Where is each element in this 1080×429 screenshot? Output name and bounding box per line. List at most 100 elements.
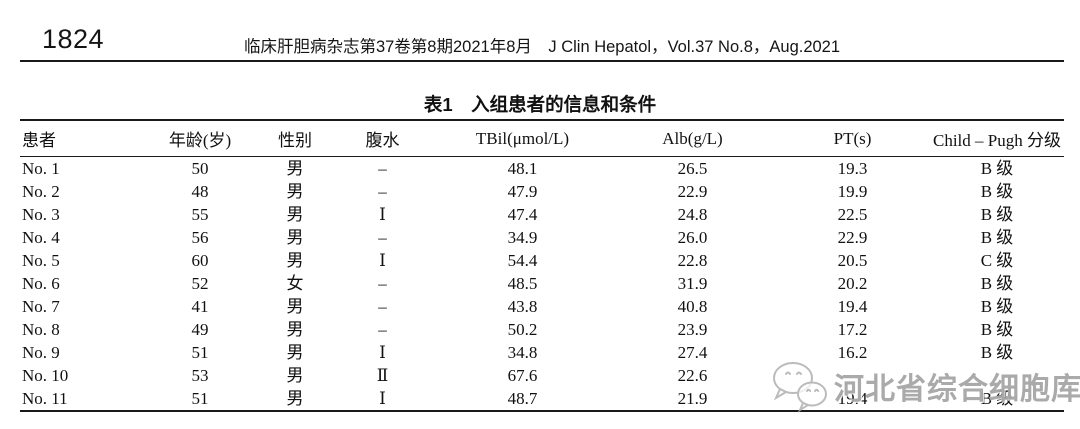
table-cell: 48.7 bbox=[507, 389, 538, 408]
table-cell: No. 11 bbox=[22, 389, 68, 408]
table-cell: 47.9 bbox=[507, 182, 538, 201]
table-row: No. 6 52 女 – 48.5 31.9 20.2 B 级 bbox=[20, 272, 1064, 295]
table-cell: 50 bbox=[191, 159, 209, 178]
table-cell: 51 bbox=[191, 343, 209, 362]
table-cell: Ⅰ bbox=[379, 251, 386, 270]
table-cell: B 级 bbox=[980, 159, 1014, 178]
table-cell: – bbox=[378, 182, 387, 201]
table-cell: 22.5 bbox=[837, 205, 868, 224]
table-cell: 27.4 bbox=[677, 343, 708, 362]
table-cell: 49 bbox=[191, 320, 209, 339]
table-cell: – bbox=[378, 228, 387, 247]
table-cell: No. 7 bbox=[22, 297, 60, 316]
table-cell: 男 bbox=[286, 228, 304, 247]
table-cell: 男 bbox=[286, 366, 304, 385]
table-header-row: 患者 年龄(岁) 性别 腹水 TBil(μmol/L) Alb(g/L) PT(s) Chil… bbox=[20, 120, 1064, 157]
table-cell bbox=[775, 364, 930, 387]
table-cell: 47.4 bbox=[507, 205, 538, 224]
column-header: 患者 bbox=[20, 120, 140, 157]
table-cell: No. 3 bbox=[22, 205, 60, 224]
table-cell: B 级 bbox=[980, 228, 1014, 247]
table-cell: 31.9 bbox=[677, 274, 708, 293]
table-cell: 67.6 bbox=[507, 366, 538, 385]
table-cell: 20.5 bbox=[837, 251, 868, 270]
table-cell: Ⅰ bbox=[379, 389, 386, 408]
table-cell: 34.9 bbox=[507, 228, 538, 247]
table-cell: 34.8 bbox=[507, 343, 538, 362]
table-row: No. 11 51 男 Ⅰ 48.7 21.9 19.4 B 级 bbox=[20, 387, 1064, 411]
table-cell: Ⅱ bbox=[376, 366, 389, 385]
table-cell: 男 bbox=[286, 205, 304, 224]
table-title: 表1 入组患者的信息和条件 bbox=[423, 94, 657, 115]
table-cell: 男 bbox=[286, 182, 304, 201]
table-cell: B 级 bbox=[980, 205, 1014, 224]
table-row: No. 10 53 男 Ⅱ 67.6 22.6 bbox=[20, 364, 1064, 387]
table-cell bbox=[930, 364, 1064, 387]
table-cell: 41 bbox=[191, 297, 209, 316]
table-cell: – bbox=[378, 274, 387, 293]
table-cell: No. 2 bbox=[22, 182, 60, 201]
column-header: PT(s) bbox=[775, 120, 930, 157]
table-cell: 男 bbox=[286, 389, 304, 408]
table-cell: B 级 bbox=[980, 320, 1014, 339]
table-cell: 48 bbox=[191, 182, 209, 201]
table-cell: 男 bbox=[286, 251, 304, 270]
table-cell: 女 bbox=[286, 274, 304, 293]
patients-table: 患者 年龄(岁) 性别 腹水 TBil(μmol/L) Alb(g/L) PT(s) Chil… bbox=[20, 119, 1064, 412]
column-header: Child – Pugh 分级 bbox=[930, 120, 1064, 157]
column-header: Alb(g/L) bbox=[610, 120, 775, 157]
table-cell: 26.5 bbox=[677, 159, 708, 178]
table-cell: No. 10 bbox=[22, 366, 69, 385]
column-header: TBil(μmol/L) bbox=[435, 120, 610, 157]
table-cell: 54.4 bbox=[507, 251, 538, 270]
column-header: 腹水 bbox=[330, 120, 435, 157]
table-cell: – bbox=[378, 297, 387, 316]
table-cell: No. 8 bbox=[22, 320, 60, 339]
table-cell: Ⅰ bbox=[379, 343, 386, 362]
table-cell: 19.4 bbox=[837, 389, 868, 408]
table-cell: B 级 bbox=[980, 182, 1014, 201]
table-cell: 20.2 bbox=[837, 274, 868, 293]
table-cell: 21.9 bbox=[677, 389, 708, 408]
table-cell: No. 9 bbox=[22, 343, 60, 362]
table-row: No. 4 56 男 – 34.9 26.0 22.9 B 级 bbox=[20, 226, 1064, 249]
table-cell: 男 bbox=[286, 297, 304, 316]
table-cell: 23.9 bbox=[677, 320, 708, 339]
page-number: 1824 bbox=[42, 24, 105, 54]
table-cell: 男 bbox=[286, 159, 304, 178]
table-cell: No. 1 bbox=[22, 159, 60, 178]
column-header: 性别 bbox=[260, 120, 330, 157]
table-cell: 19.3 bbox=[837, 159, 868, 178]
table-cell: 男 bbox=[286, 320, 304, 339]
table-cell: 22.6 bbox=[677, 366, 708, 385]
table-cell: 40.8 bbox=[677, 297, 708, 316]
table-cell: 男 bbox=[286, 343, 304, 362]
table-cell: 52 bbox=[191, 274, 209, 293]
table-cell: – bbox=[378, 320, 387, 339]
table-row: No. 1 50 男 – 48.1 26.5 19.3 B 级 bbox=[20, 157, 1064, 181]
table-cell: 22.9 bbox=[837, 228, 868, 247]
table-cell: 55 bbox=[191, 205, 209, 224]
table-cell: Ⅰ bbox=[379, 205, 386, 224]
table-row: No. 3 55 男 Ⅰ 47.4 24.8 22.5 B 级 bbox=[20, 203, 1064, 226]
table-cell: 24.8 bbox=[677, 205, 708, 224]
table-cell: B 级 bbox=[980, 389, 1014, 408]
table-cell: 17.2 bbox=[837, 320, 868, 339]
table-cell: C 级 bbox=[980, 251, 1014, 270]
journal-citation-line: 临床肝胆病杂志第37卷第8期2021年8月 J Clin Hepatol，Vol… bbox=[243, 38, 841, 56]
table-row: No. 7 41 男 – 43.8 40.8 19.4 B 级 bbox=[20, 295, 1064, 318]
table-cell: B 级 bbox=[980, 297, 1014, 316]
table-cell: 43.8 bbox=[507, 297, 538, 316]
table-cell: 60 bbox=[191, 251, 209, 270]
table-cell: 48.5 bbox=[507, 274, 538, 293]
table-cell: No. 6 bbox=[22, 274, 60, 293]
journal-header: 1824 临床肝胆病杂志第37卷第8期2021年8月 J Clin Hepato… bbox=[20, 0, 1064, 62]
table-cell: No. 4 bbox=[22, 228, 60, 247]
table-cell: 19.4 bbox=[837, 297, 868, 316]
table-cell: 26.0 bbox=[677, 228, 708, 247]
table-cell: No. 5 bbox=[22, 251, 60, 270]
column-header: 年龄(岁) bbox=[140, 120, 260, 157]
table-row: No. 5 60 男 Ⅰ 54.4 22.8 20.5 C 级 bbox=[20, 249, 1064, 272]
table-row: No. 2 48 男 – 47.9 22.9 19.9 B 级 bbox=[20, 180, 1064, 203]
